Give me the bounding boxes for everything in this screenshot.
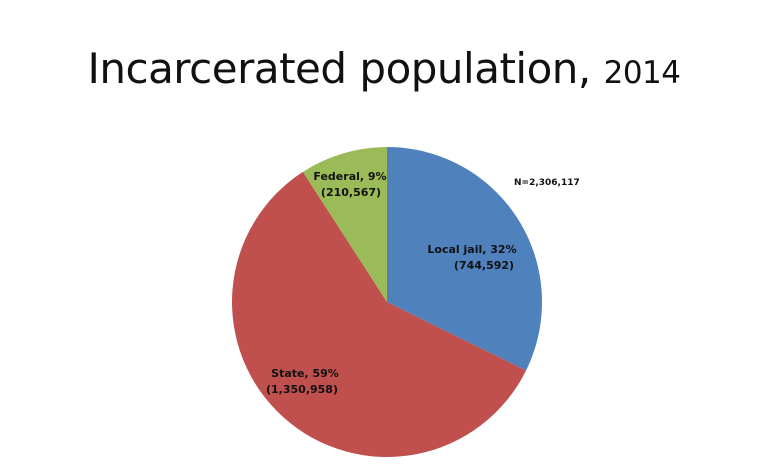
slice-label-local-jail: Local jail, 32% (427, 243, 516, 256)
title-text: Incarcerated population, (87, 44, 591, 93)
pie-slice-state (232, 171, 527, 457)
pie-slice-federal (302, 147, 387, 302)
slice-count-local-jail: (744,592) (454, 259, 514, 272)
slice-count-state: (1,350,958) (266, 383, 338, 396)
title-year: 2014 (603, 55, 681, 91)
slice-label-state: State, 59% (271, 367, 339, 380)
slice-count-federal: (210,567) (321, 186, 381, 199)
slice-label-federal: Federal, 9% (313, 170, 386, 183)
chart-title: Incarcerated population, 2014 (0, 44, 768, 93)
pie-slice-local-jail (387, 147, 542, 371)
total-annotation: N=2,306,117 (514, 178, 580, 188)
